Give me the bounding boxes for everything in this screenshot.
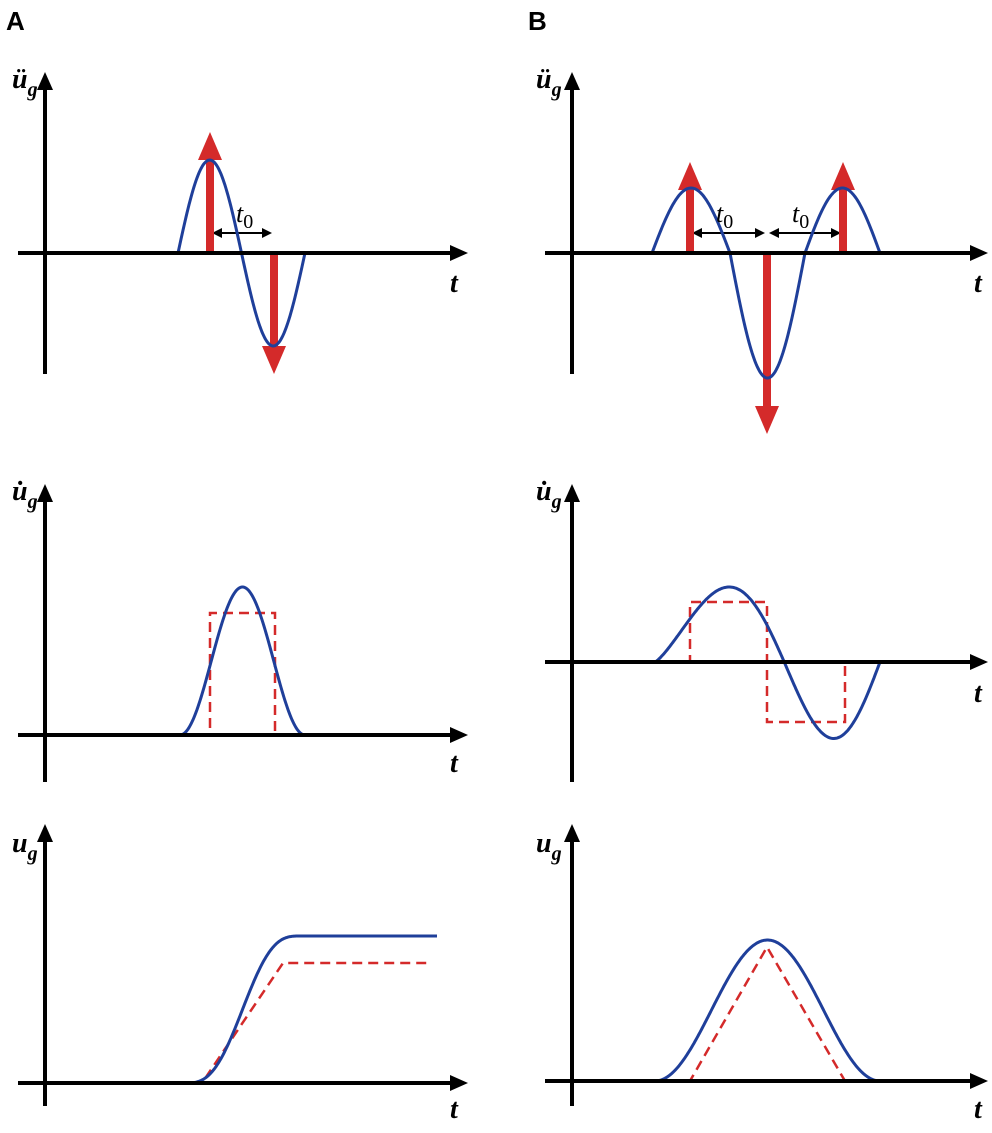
x-label: t (450, 748, 459, 779)
y-axis-arrow (564, 824, 580, 842)
y-label: üg (12, 64, 38, 101)
dashed-approx (185, 611, 300, 737)
span-head (755, 228, 765, 238)
impulse-arrow-head (678, 162, 702, 190)
y-label: ug (12, 828, 38, 865)
x-axis-arrow (450, 727, 468, 743)
panel-label: A (6, 6, 25, 36)
x-axis-arrow (970, 245, 988, 261)
span-head (831, 228, 841, 238)
dashed-approx (655, 944, 880, 1083)
y-label: u̇g (536, 476, 562, 513)
x-label: t (974, 268, 983, 299)
span-head (212, 228, 222, 238)
y-axis-arrow (37, 484, 53, 502)
y-axis-arrow (564, 72, 580, 90)
dashed-approx (48, 961, 430, 1085)
y-axis-arrow (37, 72, 53, 90)
x-axis-arrow (970, 1073, 988, 1089)
x-label: t (450, 1094, 459, 1125)
y-label: u̇g (12, 476, 38, 513)
x-axis-arrow (970, 654, 988, 670)
x-label: t (450, 268, 459, 299)
curve (575, 938, 965, 1083)
impulse-arrow-head (198, 132, 222, 160)
impulse-arrow-head (755, 406, 779, 434)
span-head (769, 228, 779, 238)
y-axis-arrow (37, 824, 53, 842)
x-axis-arrow (450, 245, 468, 261)
annotation: t0 (716, 199, 733, 233)
y-label: üg (536, 64, 562, 101)
y-label: ug (536, 828, 562, 865)
curve (48, 585, 437, 737)
curve (48, 934, 437, 1085)
annotation: t0 (236, 199, 253, 233)
panel-label: B (528, 6, 547, 36)
annotation: t0 (792, 199, 809, 233)
span-head (692, 228, 702, 238)
impulse-arrow-head (262, 346, 286, 374)
impulse-arrow-head (831, 162, 855, 190)
y-axis-arrow (564, 484, 580, 502)
x-axis-arrow (450, 1075, 468, 1091)
span-head (262, 228, 272, 238)
x-label: t (974, 1094, 983, 1125)
x-label: t (974, 678, 983, 709)
